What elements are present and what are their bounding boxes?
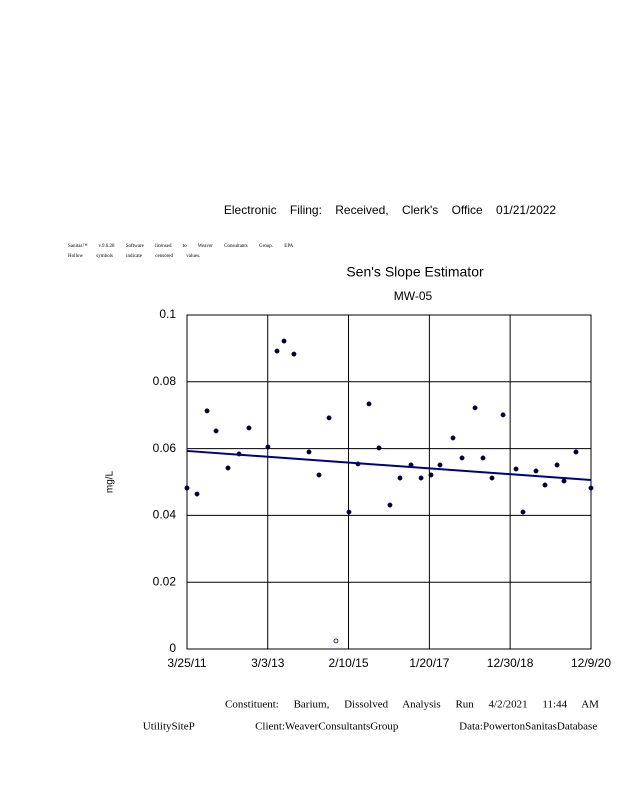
data-point <box>573 449 579 455</box>
data-point <box>376 445 382 451</box>
data-point <box>513 466 519 472</box>
chart-subtitle: MW-05 <box>394 289 433 303</box>
data-point <box>554 462 560 468</box>
y-tick-label: 0.06 <box>153 441 177 455</box>
data-point <box>437 462 443 468</box>
censored-note: Hollow symbols indicate censored values. <box>68 254 200 259</box>
data-point <box>450 435 456 441</box>
data-point <box>316 472 322 478</box>
footer-line: Constituent: Barium, Dissolved Analysis … <box>225 699 599 711</box>
data-point <box>194 491 200 497</box>
data-point <box>520 509 526 515</box>
data-point <box>326 415 332 421</box>
data-point <box>246 425 252 431</box>
data-point <box>472 405 478 411</box>
x-tick-label: 12/30/18 <box>487 656 534 670</box>
x-tick-label: 3/25/11 <box>167 656 206 670</box>
censored-point <box>333 638 339 644</box>
data-point <box>225 465 231 471</box>
plot-frame <box>186 314 592 650</box>
data-point <box>213 428 219 434</box>
data-point <box>306 449 312 455</box>
x-tick-label: 2/10/15 <box>328 656 368 670</box>
data-point <box>428 472 434 478</box>
x-tick-label: 1/20/17 <box>409 656 449 670</box>
y-tick-label: 0 <box>169 641 176 655</box>
data-point <box>533 468 539 474</box>
data-point <box>204 408 210 414</box>
y-axis-label: mg/L <box>105 470 116 493</box>
y-tick-label: 0.02 <box>153 574 177 588</box>
y-tick-label: 0.04 <box>153 508 177 522</box>
data-point <box>418 475 424 481</box>
data-point <box>274 348 280 354</box>
data-point <box>500 412 506 418</box>
data-point <box>265 444 271 450</box>
y-tick-label: 0.08 <box>153 374 177 388</box>
trend-line <box>186 449 592 481</box>
software-note: Sanitas™ v.9.6.28 Software licensed to W… <box>68 243 294 249</box>
data-point <box>397 475 403 481</box>
data-point <box>346 509 352 515</box>
y-tick-label: 0.1 <box>159 307 176 321</box>
data-point <box>366 401 372 407</box>
data-point <box>387 502 393 508</box>
x-tick-label: 3/3/13 <box>251 656 285 670</box>
data-point <box>459 455 465 461</box>
data-point <box>588 485 594 491</box>
data-point <box>184 485 190 491</box>
x-tick-label: 12/9/20 <box>571 656 611 670</box>
data-point <box>489 475 495 481</box>
data-point <box>480 455 486 461</box>
chart-title: Sen's Slope Estimator <box>346 264 484 280</box>
data-point <box>561 478 567 484</box>
footer-line: UtilitySiteP Client:WeaverConsultantsGro… <box>143 721 598 733</box>
data-point <box>542 482 548 488</box>
data-point <box>291 351 297 357</box>
data-point <box>281 338 287 344</box>
filing-header: Electronic Filing: Received, Clerk's Off… <box>224 203 557 217</box>
